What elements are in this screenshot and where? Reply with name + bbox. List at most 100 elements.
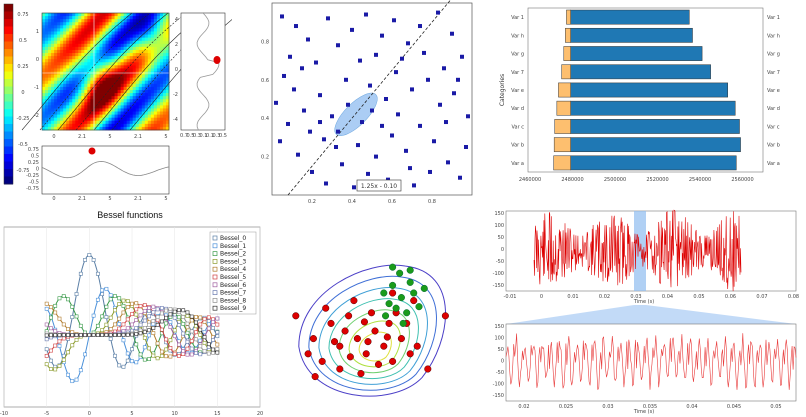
heatmap-cell — [63, 56, 67, 60]
red-point — [441, 312, 449, 320]
top-x-tick: 0.02 — [599, 294, 610, 300]
heatmap-cell — [120, 25, 125, 29]
heatmap-cell — [69, 83, 73, 88]
series-marker — [215, 322, 220, 327]
heatmap-cell — [45, 111, 49, 116]
heatmap-cell — [135, 120, 140, 125]
heatmap-cell — [132, 93, 137, 97]
heatmap-cell — [48, 68, 52, 72]
heatmap-cell — [153, 43, 158, 48]
bottom-y-tick: 100 — [494, 336, 504, 342]
series-marker — [138, 352, 143, 357]
heatmap-cell — [93, 37, 97, 42]
heatmap-cell — [69, 99, 73, 103]
heatmap-cell — [153, 108, 158, 112]
heatmap-cell — [69, 126, 73, 131]
heatmap-cell — [69, 13, 73, 17]
heatmap-cell — [147, 74, 152, 79]
heatmap-cell — [156, 83, 161, 88]
colorbar-tick-label: 0.75 — [17, 12, 28, 18]
green-point — [397, 294, 405, 302]
heatmap-cell — [138, 34, 143, 39]
series-marker — [155, 322, 160, 327]
heatmap-cell — [63, 31, 67, 35]
heatmap-cell — [51, 102, 55, 106]
heatmap-cell — [156, 120, 161, 125]
series-marker — [130, 322, 134, 327]
heatmap-cell — [72, 37, 76, 42]
heatmap-cell — [105, 80, 109, 85]
heatmap-x-tick: 2.1 — [134, 134, 142, 140]
heatmap-cell — [123, 89, 128, 94]
legend-label: Bessel_4 — [220, 266, 246, 273]
heatmap-cell — [144, 40, 149, 45]
series-marker — [113, 308, 117, 313]
colorbar-tick-label: 0.5 — [19, 38, 27, 44]
heatmap-cell — [42, 105, 46, 109]
bottom-profile-y-tick: 0.75 — [28, 147, 39, 153]
heatmap-cell — [72, 13, 76, 17]
heatmap-cell — [99, 108, 103, 112]
heatmap-cell — [144, 59, 149, 63]
x-tick-label: 0 — [88, 411, 91, 417]
heatmap-cell — [99, 68, 103, 72]
heatmap-cell — [57, 86, 61, 91]
series-marker — [57, 364, 62, 368]
heatmap-cell — [144, 126, 149, 131]
heatmap-cell — [66, 65, 70, 69]
series-marker — [66, 350, 70, 355]
heatmap-cell — [96, 68, 100, 72]
heatmap-cell — [108, 123, 112, 128]
heatmap-cell — [57, 114, 61, 119]
heatmap-cell — [105, 77, 109, 82]
heatmap-cell — [84, 105, 88, 109]
series-marker — [113, 353, 117, 358]
right-profile-y-tick: -4 — [173, 117, 178, 123]
green-point — [406, 278, 414, 286]
bar-left — [556, 100, 571, 116]
heatmap-cell — [102, 19, 106, 23]
heatmap-cell — [126, 80, 131, 85]
series-marker — [100, 288, 105, 293]
heatmap-cell — [57, 43, 61, 48]
bar-right — [570, 46, 703, 61]
heatmap-cell — [105, 120, 109, 125]
heatmap-cell — [138, 62, 143, 66]
heatmap-cell — [129, 46, 134, 51]
heatmap-cell — [48, 46, 52, 51]
heatmap-cell — [81, 16, 85, 20]
heatmap-cell — [69, 74, 73, 79]
heatmap-cell — [159, 31, 164, 35]
heatmap-cell — [69, 65, 73, 69]
heatmap-cell — [57, 102, 61, 106]
heatmap-cell — [117, 25, 122, 29]
heatmap-cell — [159, 46, 164, 51]
heatmap-cell — [45, 53, 49, 57]
heatmap-cell — [105, 62, 109, 66]
heatmap-cell — [117, 86, 122, 91]
heatmap-cell — [132, 34, 137, 39]
series-marker — [185, 352, 190, 357]
heatmap-cell — [93, 34, 97, 39]
heatmap-cell — [159, 102, 164, 106]
heatmap-cell — [66, 46, 70, 51]
series-marker — [130, 312, 134, 317]
series-marker — [151, 322, 156, 327]
heatmap-cell — [60, 40, 64, 45]
scatter-point — [340, 162, 344, 167]
heatmap-cell — [144, 19, 149, 23]
heatmap-cell — [90, 25, 94, 29]
heatmap-cell — [45, 40, 49, 45]
scatter-point — [422, 50, 426, 55]
heatmap-cell — [153, 80, 158, 85]
heatmap-cell — [162, 40, 167, 45]
scatter-fit-panel: 0.2 0.4 0.6 0.8 0.8 0.6 0.4 0.2 1.25x - 0.10 — [250, 0, 480, 205]
heatmap-cell — [129, 89, 134, 94]
heatmap-cell — [63, 80, 67, 85]
heatmap-cell — [126, 43, 131, 48]
scatter-point — [428, 169, 432, 174]
heatmap-cell — [96, 96, 100, 100]
scatter-point — [280, 14, 284, 19]
heatmap-cell — [51, 96, 55, 100]
heatmap-cell — [87, 123, 91, 128]
